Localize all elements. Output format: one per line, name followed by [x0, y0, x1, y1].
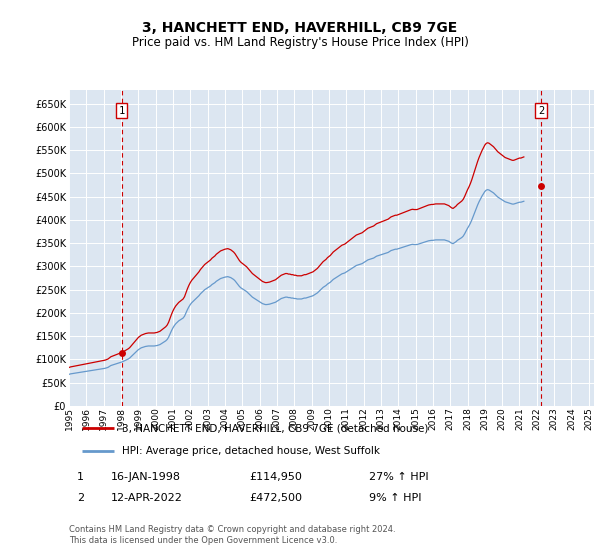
Text: 2: 2: [538, 105, 544, 115]
Text: HPI: Average price, detached house, West Suffolk: HPI: Average price, detached house, West…: [121, 446, 380, 455]
Text: £114,950: £114,950: [249, 472, 302, 482]
Text: 1: 1: [119, 105, 125, 115]
Text: Contains HM Land Registry data © Crown copyright and database right 2024.
This d: Contains HM Land Registry data © Crown c…: [69, 525, 395, 545]
Text: 16-JAN-1998: 16-JAN-1998: [111, 472, 181, 482]
Text: 3, HANCHETT END, HAVERHILL, CB9 7GE: 3, HANCHETT END, HAVERHILL, CB9 7GE: [142, 21, 458, 35]
Text: 1: 1: [77, 472, 84, 482]
Text: Price paid vs. HM Land Registry's House Price Index (HPI): Price paid vs. HM Land Registry's House …: [131, 36, 469, 49]
Text: £472,500: £472,500: [249, 493, 302, 503]
Text: 27% ↑ HPI: 27% ↑ HPI: [369, 472, 428, 482]
Text: 2: 2: [77, 493, 84, 503]
Text: 9% ↑ HPI: 9% ↑ HPI: [369, 493, 421, 503]
Text: 12-APR-2022: 12-APR-2022: [111, 493, 183, 503]
Text: 3, HANCHETT END, HAVERHILL, CB9 7GE (detached house): 3, HANCHETT END, HAVERHILL, CB9 7GE (det…: [121, 423, 428, 433]
